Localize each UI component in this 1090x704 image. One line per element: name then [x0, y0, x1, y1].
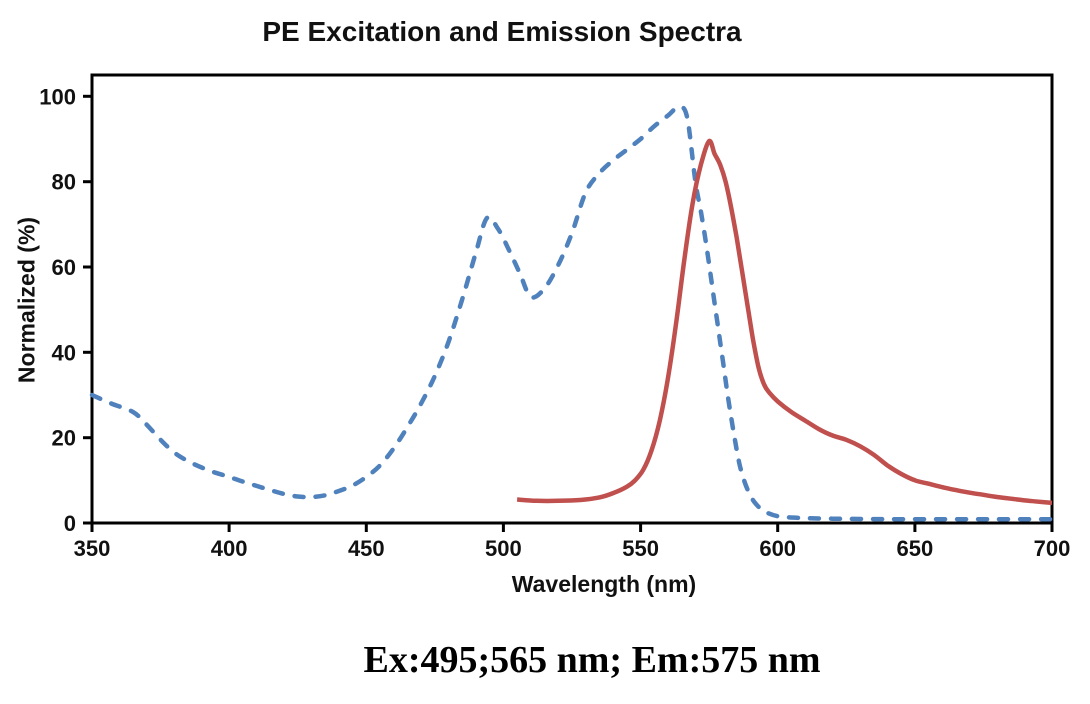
x-tick-label: 450: [348, 536, 385, 561]
x-tick-label: 550: [622, 536, 659, 561]
x-axis-label: Wavelength (nm): [511, 571, 697, 597]
caption-ex-em: Ex:495;565 nm; Em:575 nm: [363, 639, 821, 681]
x-tick-label: 350: [74, 536, 111, 561]
excitation-curve: [89, 104, 1055, 522]
plot-border: [90, 73, 1054, 525]
x-tick-label: 400: [211, 536, 248, 561]
y-tick-label: 80: [52, 170, 76, 195]
y-axis-label: Normalized (%): [13, 216, 40, 384]
y-tick-label: 20: [52, 426, 76, 451]
y-tick-label: 0: [64, 511, 76, 536]
x-tick-label: 600: [759, 536, 796, 561]
x-tick-label: 650: [897, 536, 934, 561]
emission-curve: [516, 138, 1053, 506]
x-tick-label: 500: [485, 536, 522, 561]
x-tick-label: 700: [1034, 536, 1071, 561]
y-tick-label: 60: [52, 255, 76, 280]
y-tick-label: 100: [39, 84, 76, 109]
y-tick-label: 40: [52, 340, 76, 365]
chart-title: PE Excitation and Emission Spectra: [262, 16, 742, 47]
